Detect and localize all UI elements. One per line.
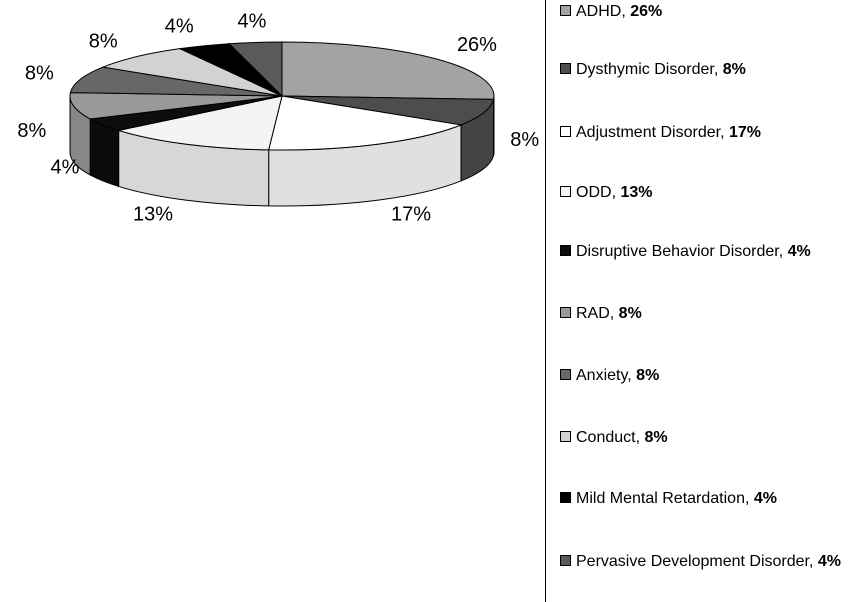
pie-label-adhd: 26% [457,34,497,56]
legend-value: 8% [644,429,667,446]
legend-swatch [560,63,571,74]
legend-label: Anxiety [576,367,627,384]
legend-label: Disruptive Behavior Disorder [576,243,779,260]
pie-label-conduct: 8% [89,31,118,53]
legend-separator: , [621,3,630,20]
legend-swatch [560,126,571,137]
pie-label-odd: 13% [133,204,173,226]
legend-label: RAD [576,305,610,322]
legend-swatch [560,5,571,16]
pie-label-dysthymic-disorder: 8% [510,129,539,151]
chart-legend: ADHD, 26% Dysthymic Disorder, 8% Adjustmen… [545,0,864,602]
legend-value: 8% [619,305,642,322]
legend-value: 8% [723,61,746,78]
legend-swatch [560,555,571,566]
legend-item-odd: ODD, 13% [560,182,864,203]
pie-top [70,42,494,150]
legend-swatch [560,186,571,197]
legend-item-disruptive-behavior-disorder: Disruptive Behavior Disorder, 4% [560,241,864,262]
legend-separator: , [779,243,788,260]
legend-value: 4% [818,553,841,570]
pie-chart: 26%8%17%13%4%8%8%8%4%4% [0,0,545,600]
legend-separator: , [809,553,818,570]
legend-value: 26% [630,3,662,20]
legend-swatch [560,245,571,256]
legend-value: 4% [754,490,777,507]
legend-separator: , [745,490,754,507]
pie-label-disruptive-behavior-disorder: 4% [50,157,79,179]
legend-item-adhd: ADHD, 26% [560,1,864,22]
legend-value: 17% [729,124,761,141]
legend-item-adjustment-disorder: Adjustment Disorder, 17% [560,122,864,143]
pie-label-pervasive-development-disorder: 4% [237,11,266,33]
legend-item-rad: RAD, 8% [560,303,864,324]
legend-item-conduct: Conduct, 8% [560,427,864,448]
legend-swatch [560,307,571,318]
legend-label: Conduct [576,429,636,446]
legend-separator: , [627,367,636,384]
legend-label: Adjustment Disorder [576,124,720,141]
legend-separator: , [610,305,619,322]
pie-label-rad: 8% [17,120,46,142]
legend-value: 13% [620,184,652,201]
pie-label-mild-mental-retardation: 4% [165,15,194,37]
legend-item-dysthymic-disorder: Dysthymic Disorder, 8% [560,59,864,80]
legend-value: 4% [788,243,811,260]
legend-item-anxiety: Anxiety, 8% [560,365,864,386]
legend-item-pervasive-development-disorder: Pervasive Development Disorder, 4% [560,551,864,572]
legend-label: Dysthymic Disorder [576,61,714,78]
legend-swatch [560,492,571,503]
pie-label-anxiety: 8% [25,63,54,85]
pie-label-adjustment-disorder: 17% [391,204,431,226]
legend-swatch [560,431,571,442]
legend-separator: , [720,124,729,141]
legend-label: ODD [576,184,612,201]
legend-label: ADHD [576,3,621,20]
legend-label: Mild Mental Retardation [576,490,745,507]
legend-label: Pervasive Development Disorder [576,553,809,570]
legend-value: 8% [636,367,659,384]
legend-swatch [560,369,571,380]
legend-item-mild-mental-retardation: Mild Mental Retardation, 4% [560,488,864,509]
legend-separator: , [714,61,723,78]
